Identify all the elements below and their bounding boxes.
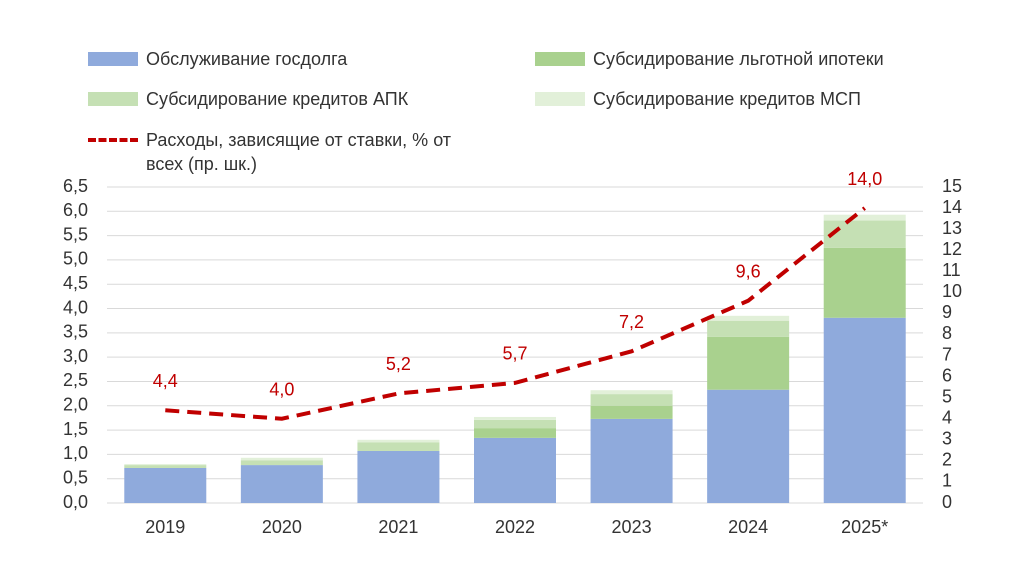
bar-segment <box>474 416 556 420</box>
legend-label: Субсидирование льготной ипотеки <box>593 49 884 69</box>
x-tick-label: 2019 <box>145 517 185 537</box>
y2-tick-label: 4 <box>942 407 952 427</box>
y2-tick-label: 14 <box>942 197 962 217</box>
bar-segment <box>707 336 790 390</box>
bar-segment <box>707 320 790 337</box>
data-label: 7,2 <box>619 312 644 332</box>
x-tick-label: 2021 <box>378 517 418 537</box>
x-tick-label: 2025* <box>841 517 888 537</box>
y2-tick-label: 3 <box>942 429 952 449</box>
data-label: 14,0 <box>847 169 882 189</box>
legend-label: Субсидирование кредитов АПК <box>146 89 409 109</box>
bar-segment <box>357 442 440 451</box>
legend-swatch <box>88 138 138 142</box>
bar-segment <box>240 465 323 503</box>
y2-tick-label: 6 <box>942 365 952 385</box>
data-label: 4,0 <box>269 379 294 399</box>
bar-segment <box>474 419 556 429</box>
bar-segment <box>823 317 906 503</box>
y-tick-label: 2,5 <box>63 370 88 390</box>
x-tick-label: 2024 <box>728 517 768 537</box>
data-label: 5,7 <box>502 344 527 364</box>
bar-segment <box>357 450 440 503</box>
y-tick-label: 3,5 <box>63 322 88 342</box>
bar-segment <box>823 214 906 221</box>
line <box>165 206 866 421</box>
x-tick-label: 2022 <box>495 517 535 537</box>
y-tick-label: 3,0 <box>63 346 88 366</box>
y-tick-label: 0,0 <box>63 492 88 512</box>
y-tick-label: 4,5 <box>63 273 88 293</box>
bar-segment <box>124 465 207 468</box>
x-tick-label: 2020 <box>262 517 302 537</box>
legend-swatch <box>535 92 585 106</box>
bar-segment <box>707 315 790 321</box>
data-label: 5,2 <box>386 354 411 374</box>
y-tick-label: 4,0 <box>63 297 88 317</box>
y2-tick-label: 7 <box>942 344 952 364</box>
y2-tick-label: 0 <box>942 492 952 512</box>
data-label: 4,4 <box>153 371 178 391</box>
bar-segment <box>474 428 556 438</box>
y-tick-label: 5,0 <box>63 249 88 269</box>
y2-tick-label: 1 <box>942 471 952 491</box>
bar-segment <box>124 464 207 466</box>
x-tick-label: 2023 <box>612 517 652 537</box>
legend-swatch <box>88 52 138 66</box>
y2-tick-label: 15 <box>942 176 962 196</box>
y2-tick-label: 5 <box>942 386 952 406</box>
y2-tick-label: 12 <box>942 239 962 259</box>
y2-tick-label: 10 <box>942 281 962 301</box>
y2-tick-label: 2 <box>942 450 952 470</box>
bar-segment <box>823 247 906 318</box>
y2-tick-label: 11 <box>942 260 961 280</box>
legend-swatch <box>535 52 585 66</box>
y-tick-label: 1,0 <box>63 443 88 463</box>
bar-segment <box>590 390 673 395</box>
y2-tick-label: 8 <box>942 323 952 343</box>
bar-segment <box>590 405 673 419</box>
y-tick-label: 1,5 <box>63 419 88 439</box>
data-label: 9,6 <box>736 262 761 282</box>
bar-segment <box>474 437 556 503</box>
y-tick-label: 5,5 <box>63 224 88 244</box>
y-tick-label: 6,5 <box>63 176 88 196</box>
bar-segment <box>124 467 207 503</box>
y-tick-label: 0,5 <box>63 467 88 487</box>
legend-label: Расходы, зависящие от ставки, % от всех … <box>146 130 452 174</box>
bar-segment <box>823 220 906 248</box>
bar-segment <box>240 460 323 466</box>
legend-label: Обслуживание госдолга <box>146 49 348 69</box>
legend-swatch <box>88 92 138 106</box>
y2-tick-label: 13 <box>942 218 962 238</box>
legend-label: Субсидирование кредитов МСП <box>593 89 861 109</box>
bar-segment <box>590 394 673 406</box>
y-tick-label: 6,0 <box>63 200 88 220</box>
bar-segment <box>590 418 673 503</box>
bar-segment <box>707 389 790 503</box>
bar-segment <box>240 457 323 461</box>
y2-tick-label: 9 <box>942 302 952 322</box>
bar-segment <box>357 439 440 443</box>
y-tick-label: 2,0 <box>63 395 88 415</box>
